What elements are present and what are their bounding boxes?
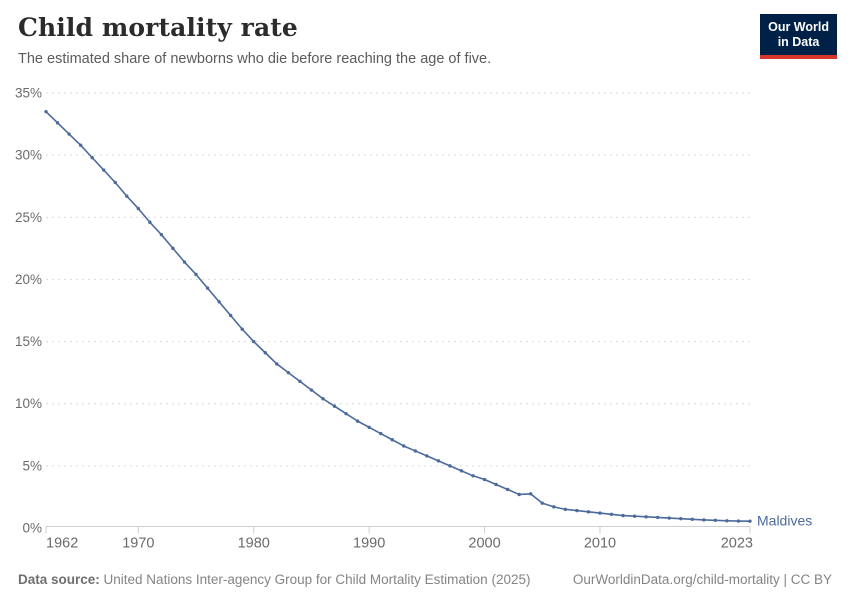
y-axis-label: 5% <box>22 458 42 473</box>
x-axis-label: 2010 <box>584 536 616 552</box>
data-point[interactable] <box>402 444 406 448</box>
y-axis-label: 25% <box>15 210 42 225</box>
data-point[interactable] <box>125 194 129 198</box>
data-point[interactable] <box>182 260 187 264</box>
chart-svg[interactable]: 0% 5% 10% 15% 20% 25% 30% 35% 1962 1970 1980 1990 20… <box>0 80 850 555</box>
data-point[interactable] <box>482 477 487 482</box>
data-point[interactable] <box>725 519 729 523</box>
data-point[interactable] <box>459 469 464 473</box>
data-point[interactable] <box>136 206 141 211</box>
data-point[interactable] <box>332 404 337 408</box>
series-label-maldives[interactable]: Maldives <box>757 513 812 529</box>
data-point[interactable] <box>494 482 498 487</box>
data-point[interactable] <box>228 313 233 318</box>
owid-logo-line2: in Data <box>777 35 820 50</box>
chart-footer: Data source: United Nations Inter-agency… <box>18 572 832 587</box>
data-point[interactable] <box>240 327 244 331</box>
data-point[interactable] <box>344 411 348 416</box>
data-point[interactable] <box>159 232 164 237</box>
data-point[interactable] <box>748 519 752 523</box>
data-point[interactable] <box>598 511 602 515</box>
x-axis-label: 1980 <box>238 536 270 552</box>
data-point[interactable] <box>679 516 683 521</box>
y-axis-label: 10% <box>15 396 42 411</box>
data-point[interactable] <box>217 300 221 304</box>
data-point[interactable] <box>298 379 302 384</box>
page-title: Child mortality rate <box>18 13 298 42</box>
y-axis-label: 0% <box>22 521 42 536</box>
data-point[interactable] <box>78 143 83 147</box>
data-point[interactable] <box>517 492 521 497</box>
data-point[interactable] <box>102 168 106 172</box>
owid-logo[interactable]: Our World in Data <box>760 14 837 59</box>
data-point[interactable] <box>667 516 671 520</box>
data-point[interactable] <box>621 513 625 518</box>
data-point[interactable] <box>252 339 256 344</box>
data-point[interactable] <box>736 519 741 523</box>
data-source-note: Data source: United Nations Inter-agency… <box>18 572 530 587</box>
series-line-maldives[interactable] <box>45 110 751 522</box>
data-point[interactable] <box>690 517 694 521</box>
data-point[interactable] <box>355 419 360 423</box>
x-axis-label: 2023 <box>721 536 753 552</box>
data-point[interactable] <box>540 501 544 505</box>
data-source-label: Data source: <box>18 572 100 587</box>
data-point[interactable] <box>425 454 429 458</box>
data-point[interactable] <box>575 508 579 513</box>
y-axis-label: 20% <box>15 272 42 287</box>
y-axis-label: 30% <box>15 148 42 163</box>
data-point[interactable] <box>286 370 291 375</box>
x-axis-label: 1962 <box>46 536 78 552</box>
data-point[interactable] <box>471 474 475 478</box>
data-point[interactable] <box>390 438 394 442</box>
data-point[interactable] <box>563 507 568 512</box>
data-point[interactable] <box>644 515 648 519</box>
data-point[interactable] <box>309 388 314 392</box>
page-subtitle: The estimated share of newborns who die … <box>18 51 492 67</box>
data-point[interactable] <box>378 431 383 436</box>
data-point[interactable] <box>321 397 325 401</box>
data-point[interactable] <box>632 514 637 518</box>
x-axis-label: 1970 <box>122 536 154 552</box>
data-point[interactable] <box>148 220 152 224</box>
data-point[interactable] <box>505 487 510 492</box>
owid-logo-line1: Our World <box>768 20 829 34</box>
data-source-text: United Nations Inter-agency Group for Ch… <box>99 572 531 587</box>
data-point[interactable] <box>205 286 210 290</box>
data-point[interactable] <box>171 246 175 251</box>
y-axis-label: 15% <box>15 334 42 349</box>
data-point[interactable] <box>113 180 117 185</box>
y-axis-label: 35% <box>15 86 42 101</box>
data-point[interactable] <box>609 512 614 517</box>
data-point[interactable] <box>90 155 94 160</box>
data-point[interactable] <box>552 505 556 509</box>
data-point[interactable] <box>413 449 418 453</box>
data-point[interactable] <box>655 515 660 520</box>
data-point[interactable] <box>44 109 48 114</box>
data-point[interactable] <box>55 121 60 125</box>
data-point[interactable] <box>275 362 279 366</box>
data-point[interactable] <box>713 518 718 522</box>
data-point[interactable] <box>586 510 591 514</box>
data-point[interactable] <box>448 464 452 468</box>
data-point[interactable] <box>436 459 441 463</box>
data-point[interactable] <box>367 425 371 430</box>
owid-citation-link[interactable]: OurWorldinData.org/child-mortality | CC … <box>572 572 832 587</box>
data-point[interactable] <box>702 518 706 522</box>
data-point[interactable] <box>67 132 71 136</box>
x-axis-label: 1990 <box>353 536 385 552</box>
x-axis-label: 2000 <box>468 536 500 552</box>
data-point[interactable] <box>194 272 198 277</box>
data-point[interactable] <box>263 351 267 355</box>
data-point[interactable] <box>529 492 533 496</box>
